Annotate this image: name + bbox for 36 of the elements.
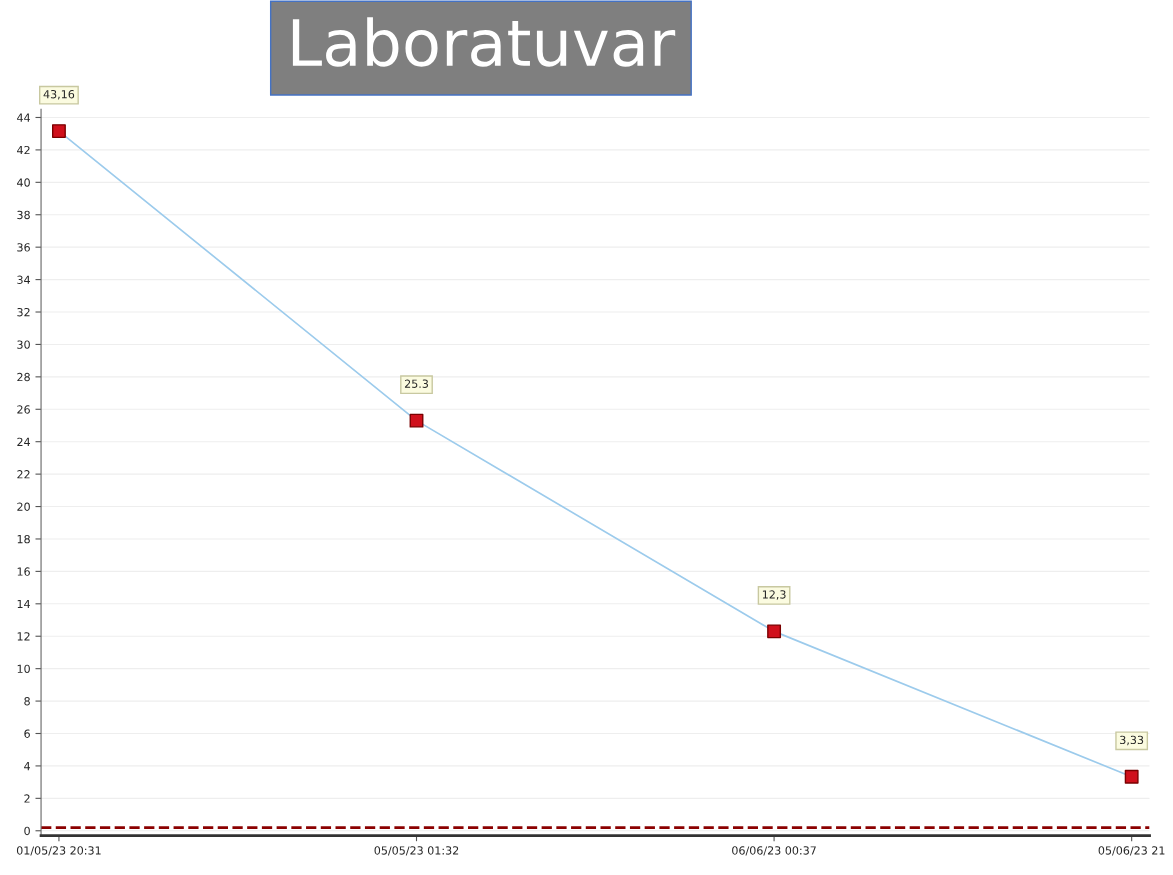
y-tick-label: 10 <box>17 664 30 674</box>
data-label: 3,33 <box>1120 735 1144 746</box>
y-tick-label: 8 <box>24 697 30 706</box>
x-tick-label: 05/06/23 21 <box>1098 846 1165 856</box>
data-label: 43,16 <box>43 89 75 100</box>
x-tick-label: 06/06/23 00:37 <box>732 846 816 856</box>
y-tick-label: 32 <box>17 307 30 317</box>
y-tick-label: 16 <box>17 567 30 576</box>
data-label: 25.3 <box>404 379 428 388</box>
y-tick-label: 40 <box>17 178 30 187</box>
y-tick-label: 42 <box>17 145 30 155</box>
y-tick-label: 22 <box>17 470 30 479</box>
y-tick-label: 36 <box>17 243 30 252</box>
y-tick-label: 34 <box>17 275 31 284</box>
data-label: 12,3 <box>762 590 786 600</box>
y-tick-label: 2 <box>24 794 30 803</box>
point <box>51 124 66 139</box>
y-tick-label: 20 <box>17 502 30 511</box>
y-tick-label: 26 <box>17 405 30 414</box>
y-tick-label: 24 <box>17 437 31 446</box>
point <box>767 624 782 639</box>
y-tick-label: 38 <box>17 210 30 220</box>
x-tick-label: 01/05/23 20:31 <box>16 846 101 856</box>
chart-title: Laboratuvar <box>292 17 676 67</box>
point <box>1124 769 1139 784</box>
y-tick-label: 44 <box>17 113 31 122</box>
y-tick-label: 18 <box>17 534 30 544</box>
y-tick-label: 28 <box>17 372 30 382</box>
point <box>409 413 424 428</box>
y-tick-label: 4 <box>24 762 31 771</box>
y-tick-label: 0 <box>24 826 30 836</box>
x-tick-label: 05/05/23 01:32 <box>374 846 459 856</box>
y-tick-label: 6 <box>24 729 30 738</box>
y-tick-label: 12 <box>17 632 30 641</box>
y-tick-label: 30 <box>17 340 30 349</box>
y-tick-label: 14 <box>17 599 31 609</box>
